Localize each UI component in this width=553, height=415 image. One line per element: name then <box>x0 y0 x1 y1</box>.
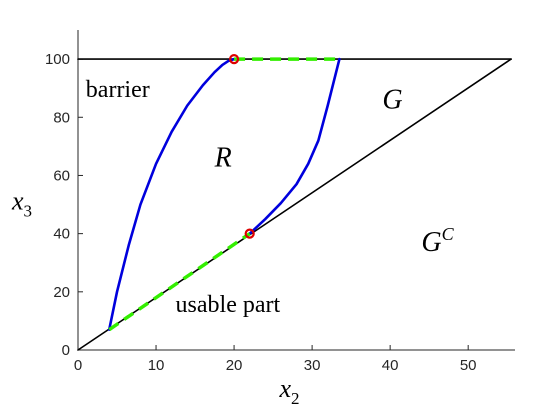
red-circle-marker <box>228 53 240 65</box>
x-tick-label: 20 <box>226 357 243 374</box>
x-tick-label: 30 <box>304 357 321 374</box>
y-tick-label: 80 <box>53 109 70 126</box>
annotation-text: barrier <box>86 77 150 103</box>
x-axis-label: x2 <box>278 374 299 408</box>
blue-curve <box>248 57 341 235</box>
region-label: G <box>382 85 402 116</box>
region-label: R <box>214 143 232 174</box>
black-line <box>77 58 512 351</box>
region-label: GC <box>421 224 454 258</box>
marker-layer <box>228 53 255 239</box>
y-tick-label: 100 <box>45 51 70 68</box>
red-circle-marker <box>244 228 255 239</box>
green-dashed-segment <box>108 232 251 332</box>
annotation-layer: barrier usable part R G GC <box>86 77 455 318</box>
axis-labels: x2 x3 <box>11 187 300 408</box>
y-tick-label: 60 <box>53 167 70 184</box>
x-tick-label: 0 <box>74 357 82 374</box>
y-tick-label: 40 <box>53 226 70 243</box>
x-tick-label: 10 <box>148 357 165 374</box>
blue-curve <box>107 57 236 331</box>
annotation-text: usable part <box>176 292 281 318</box>
y-tick-label: 0 <box>62 342 70 359</box>
y-tick-label: 20 <box>53 284 70 301</box>
axes: 0 10 20 30 40 50 0 20 40 60 80 100 <box>45 30 515 374</box>
y-axis-label: x3 <box>11 187 32 221</box>
x-tick-label: 50 <box>460 357 477 374</box>
series-layer <box>77 57 512 351</box>
x-tick-label: 40 <box>382 357 399 374</box>
